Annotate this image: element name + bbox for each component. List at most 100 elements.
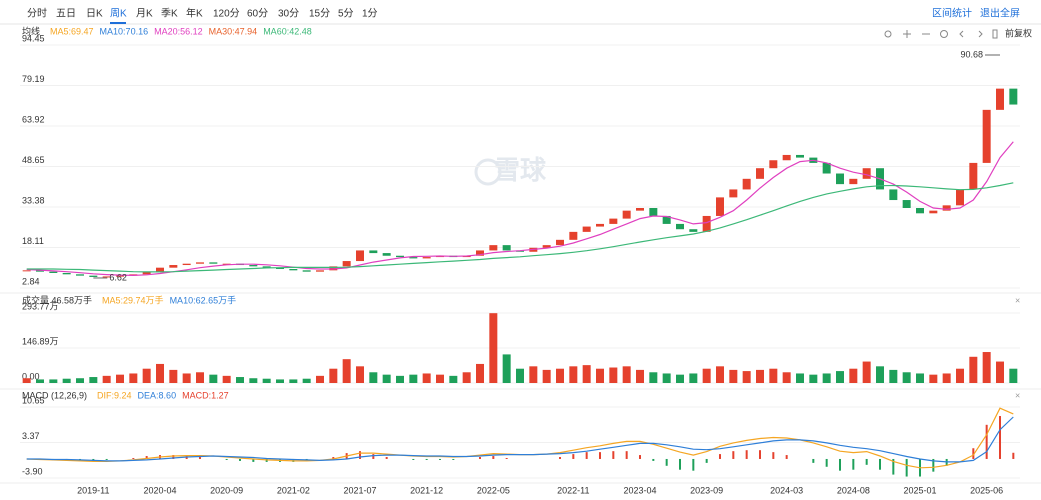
volume-bar (822, 373, 831, 383)
tab[interactable]: 60分 (247, 8, 268, 20)
volume-bar (49, 379, 58, 383)
candle (196, 262, 204, 264)
volume-bar (476, 363, 484, 383)
reset-icon[interactable] (940, 30, 948, 38)
legend-item: MA30:47.94 (209, 26, 258, 36)
candle (396, 255, 404, 258)
x-tick-label: 2025-01 (903, 485, 936, 495)
macd-bar (225, 458, 228, 460)
volume-bar (289, 379, 298, 383)
volume-bar (449, 375, 458, 383)
volume-bar (902, 372, 911, 383)
volume-bar (369, 372, 378, 383)
volume-bar (422, 373, 431, 383)
y-tick-label: 2.84 (22, 276, 40, 286)
volume-bar (596, 368, 604, 383)
volume-bar (929, 374, 938, 383)
close-icon[interactable]: × (1015, 390, 1020, 400)
candle (369, 250, 378, 254)
candle (836, 173, 844, 185)
undo-icon[interactable] (884, 30, 892, 38)
volume-bar (142, 368, 151, 383)
pause-icon[interactable] (992, 29, 998, 39)
candle (742, 178, 751, 190)
macd-bar (825, 458, 828, 467)
controls: 前复权 (884, 27, 1032, 39)
macd-bar (505, 457, 508, 459)
candle (596, 223, 604, 227)
volume-bar (809, 374, 818, 383)
tab[interactable]: 季K (161, 8, 178, 20)
tab[interactable]: 年K (186, 7, 203, 20)
volume-bar (996, 361, 1004, 383)
candle (729, 189, 738, 198)
volume-bar (329, 368, 338, 383)
pan-icons[interactable] (959, 30, 983, 38)
volume-bar (316, 375, 324, 383)
y-tick-label: 94.45 (22, 33, 45, 43)
macd-bar (679, 458, 681, 470)
x-tick-label: 2024-03 (770, 485, 803, 495)
candle (249, 265, 258, 267)
candle (49, 271, 58, 273)
y-tick-label: 79.19 (22, 74, 45, 84)
candle (476, 250, 484, 256)
macd-bar (252, 458, 255, 462)
adjust-toggle[interactable]: 前复权 (1005, 27, 1032, 38)
candle (889, 189, 898, 201)
volume-bar (169, 369, 178, 383)
tab[interactable]: 30分 (278, 8, 299, 20)
volume-bar (236, 377, 244, 383)
tab[interactable]: 1分 (362, 8, 378, 20)
volume-bar (502, 354, 511, 383)
macd-bar (892, 458, 895, 475)
tab[interactable]: 5分 (338, 8, 354, 20)
tab[interactable]: 月K (136, 8, 153, 20)
tab[interactable]: 日K (86, 9, 103, 20)
candle (622, 210, 631, 219)
macd-bar (105, 458, 108, 460)
candle (262, 266, 271, 268)
macd-bar (599, 452, 601, 459)
tab[interactable]: 周K (110, 8, 127, 20)
toolbar-link[interactable]: 区间统计 (932, 7, 972, 20)
tab[interactable]: 120分 (213, 8, 240, 20)
volume-bar (876, 366, 884, 383)
candle (422, 257, 431, 259)
candle (636, 207, 644, 211)
volume-bar (116, 374, 124, 383)
macd-bar (865, 458, 868, 465)
close-icon[interactable]: × (1015, 295, 1020, 305)
candle (716, 197, 724, 216)
tab[interactable]: 分时 (27, 8, 47, 20)
tab[interactable]: 15分 (309, 8, 330, 20)
candle (676, 223, 684, 230)
tab[interactable]: 五日 (56, 9, 76, 20)
candle (996, 88, 1004, 110)
volume-bar (529, 366, 538, 383)
volume-bar (742, 371, 751, 383)
volume-bar (102, 375, 111, 383)
legend-item: DIF:9.24 (97, 390, 132, 400)
volume-bar (942, 373, 951, 383)
volume-bar (516, 368, 524, 383)
macd-bar (785, 455, 788, 459)
toolbar-link[interactable]: 退出全屏 (980, 7, 1020, 20)
volume-bar (129, 373, 138, 383)
macd-bar (665, 458, 668, 466)
legend-item: MA10:62.65万手 (170, 294, 237, 305)
x-tick-label: 2024-08 (837, 485, 870, 495)
volume-bar (689, 373, 698, 383)
macd-bar (372, 454, 375, 459)
legend-item: MA5:69.47 (50, 26, 94, 36)
candle (76, 274, 84, 276)
candle (316, 270, 324, 272)
candle (982, 109, 991, 163)
macd-bar (732, 451, 735, 459)
panel-title: 成交量 46.58万手 (22, 294, 92, 305)
zoom-in-icon[interactable] (903, 30, 911, 38)
candle (209, 262, 218, 264)
y-tick-label: 3.37 (22, 431, 40, 441)
volume-bar (156, 363, 164, 383)
candle (662, 215, 671, 224)
